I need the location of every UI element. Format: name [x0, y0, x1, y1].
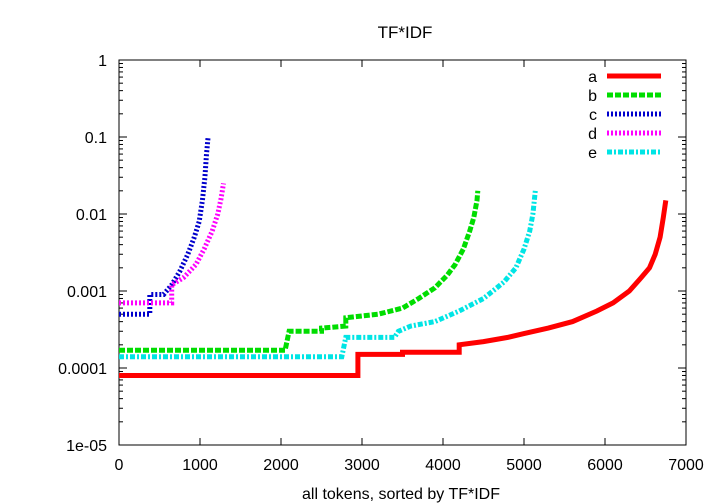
plot-area: [118, 59, 687, 446]
y-tick-label: 0.1: [85, 130, 107, 147]
x-tick-label: 3000: [344, 457, 380, 474]
x-axis-label: all tokens, sorted by TF*IDF: [302, 486, 500, 503]
plot-frame: [118, 59, 687, 446]
y-tick-label: 0.01: [76, 207, 107, 224]
legend-label-b: b: [588, 88, 597, 105]
x-tick-label: 2000: [263, 457, 299, 474]
legend-label-a: a: [588, 69, 597, 86]
series-line-d: [119, 183, 226, 306]
chart-title: TF*IDF: [378, 23, 433, 42]
x-tick-label: 0: [115, 457, 124, 474]
series-line-c: [119, 136, 211, 317]
y-tick-label: 1: [98, 53, 107, 70]
y-tick-label: 1e-05: [66, 438, 107, 455]
x-tick-label: 7000: [668, 457, 704, 474]
y-tick-label: 0.001: [67, 284, 107, 301]
x-tick-label: 5000: [506, 457, 542, 474]
x-axis: 0 1000 2000 3000 4000 5000 6000 7000: [115, 60, 704, 474]
series-line-a: [119, 200, 669, 378]
series-line-b: [119, 190, 481, 353]
y-axis: 1e-05 0.0001 0.001 0.01 0.1 1: [58, 53, 686, 455]
x-tick-label: 1000: [182, 457, 218, 474]
y-tick-label: 0.0001: [58, 361, 107, 378]
x-tick-label: 6000: [587, 457, 623, 474]
legend-label-c: c: [589, 107, 597, 124]
series-group: [119, 136, 669, 378]
x-tick-label: 4000: [425, 457, 461, 474]
legend-label-d: d: [588, 126, 597, 143]
legend-label-e: e: [588, 145, 597, 162]
